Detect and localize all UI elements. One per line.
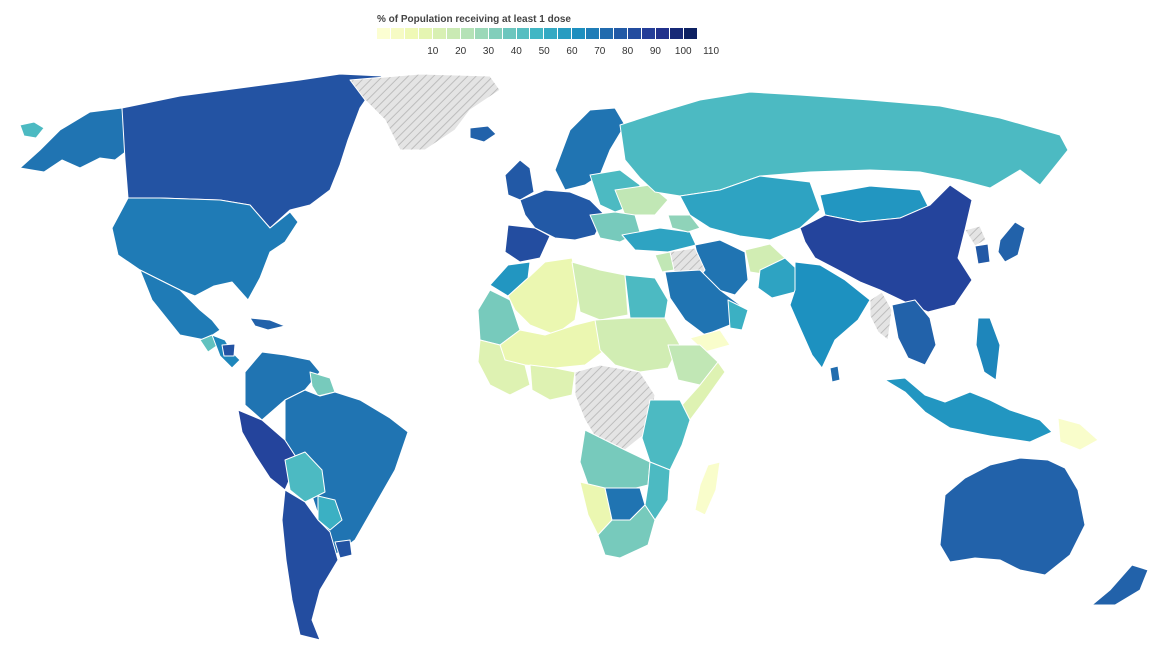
region-ukraine[interactable]	[614, 184, 669, 216]
legend-swatch	[488, 28, 503, 39]
region-libya[interactable]	[571, 261, 629, 321]
legend-swatch	[418, 28, 433, 39]
region-australia[interactable]	[939, 457, 1086, 576]
legend-swatch	[404, 28, 419, 39]
region-sri-lanka[interactable]	[829, 365, 841, 383]
region-levant[interactable]	[654, 251, 675, 273]
region-japan[interactable]	[997, 221, 1026, 263]
region-central-africa-nodata	[574, 364, 656, 451]
region-philippines[interactable]	[975, 317, 1001, 381]
legend-swatch	[390, 28, 405, 39]
legend-tick-label: 80	[622, 46, 634, 57]
region-west-africa[interactable]	[477, 339, 531, 396]
region-uk-ireland[interactable]	[504, 159, 535, 201]
region-iberia[interactable]	[504, 224, 551, 263]
legend-swatch	[516, 28, 531, 39]
region-india[interactable]	[789, 261, 871, 369]
region-hawaii-chukotka[interactable]	[19, 121, 45, 139]
legend-swatch	[446, 28, 461, 39]
legend-swatch	[460, 28, 475, 39]
region-morocco[interactable]	[489, 261, 531, 297]
region-south-africa[interactable]	[597, 504, 656, 559]
region-china[interactable]	[799, 184, 973, 313]
legend-swatch	[558, 28, 573, 39]
region-algeria[interactable]	[507, 257, 581, 336]
legend-color-bar	[377, 28, 697, 39]
legend-swatch	[377, 28, 391, 39]
legend-swatch	[432, 28, 447, 39]
legend-swatch	[544, 28, 559, 39]
legend-tick-label: 90	[649, 46, 661, 57]
region-new-zealand[interactable]	[1091, 564, 1149, 606]
legend-tick-label: 100	[674, 46, 692, 57]
region-greenland	[349, 73, 501, 151]
legend-tick-label: 20	[455, 46, 467, 57]
legend-swatch	[670, 28, 684, 39]
region-uruguay[interactable]	[334, 539, 353, 559]
region-southeast-asia[interactable]	[891, 299, 937, 366]
region-mexico[interactable]	[139, 269, 221, 341]
legend-swatch	[614, 28, 629, 39]
region-madagascar[interactable]	[694, 461, 721, 516]
legend-swatch	[530, 28, 545, 39]
region-scandinavia[interactable]	[554, 107, 626, 191]
region-egypt[interactable]	[624, 274, 669, 319]
legend-swatch	[683, 28, 697, 39]
region-myanmar	[869, 291, 893, 341]
region-bolivia[interactable]	[284, 451, 326, 503]
legend-swatch	[600, 28, 615, 39]
legend-title: % of Population receiving at least 1 dos…	[377, 14, 571, 25]
region-korea[interactable]	[974, 243, 991, 265]
legend-tick-label: 110	[703, 46, 720, 57]
color-legend: % of Population receiving at least 1 dos…	[376, 12, 719, 64]
region-papua-new-guinea[interactable]	[1057, 417, 1099, 451]
region-north-korea	[964, 225, 987, 247]
legend-tick-label: 10	[427, 46, 439, 57]
region-nicaragua[interactable]	[221, 343, 236, 357]
legend-swatch	[572, 28, 587, 39]
legend-tick-label: 60	[566, 46, 578, 57]
legend-swatch	[474, 28, 489, 39]
legend-swatch	[502, 28, 517, 39]
region-indonesia[interactable]	[884, 377, 1053, 443]
region-alaska[interactable]	[19, 107, 129, 173]
region-guianas[interactable]	[309, 371, 336, 397]
legend-tick-labels: 10 20 30 40 50 60 70 80 90 100 110	[377, 46, 719, 60]
region-western-europe[interactable]	[519, 189, 606, 241]
legend-swatch	[656, 28, 671, 39]
region-chile-argentina[interactable]	[281, 489, 339, 641]
region-iceland[interactable]	[469, 125, 497, 143]
region-russia[interactable]	[619, 91, 1069, 197]
legend-tick-label: 40	[510, 46, 522, 57]
legend-swatch	[628, 28, 643, 39]
legend-swatch	[642, 28, 657, 39]
legend-tick-label: 70	[594, 46, 606, 57]
region-caribbean[interactable]	[249, 317, 286, 331]
region-kenya-tanzania[interactable]	[641, 399, 691, 471]
region-paraguay[interactable]	[317, 495, 343, 531]
region-nigeria[interactable]	[529, 364, 576, 401]
legend-tick-label: 50	[538, 46, 550, 57]
legend-swatch	[586, 28, 601, 39]
region-chad-sudan[interactable]	[594, 317, 681, 373]
region-caucasus[interactable]	[667, 214, 701, 233]
region-oman[interactable]	[727, 299, 749, 331]
legend-tick-label: 30	[482, 46, 495, 57]
